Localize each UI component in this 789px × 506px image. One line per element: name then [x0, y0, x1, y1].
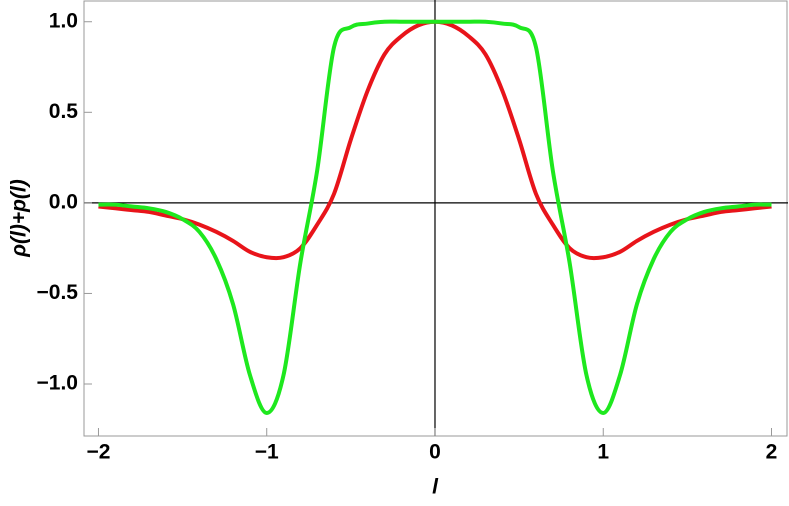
y-tick-label: −1.0 [37, 372, 78, 395]
y-axis-title: ρ(l)+p(l) [8, 179, 31, 257]
x-tick-label: 1 [597, 441, 609, 464]
x-tick-label: −2 [86, 441, 110, 464]
y-tick-label: −0.5 [37, 281, 79, 304]
y-tick-label: 0.5 [49, 100, 79, 123]
series-line [98, 19, 772, 415]
x-axis-title: l [432, 476, 439, 499]
x-tick-label: −1 [255, 441, 279, 464]
y-tick-label: 1.0 [49, 9, 78, 32]
x-tick-label: 0 [429, 441, 441, 464]
x-tick-label: 2 [766, 441, 778, 464]
y-tick-label: 0.0 [49, 190, 78, 213]
